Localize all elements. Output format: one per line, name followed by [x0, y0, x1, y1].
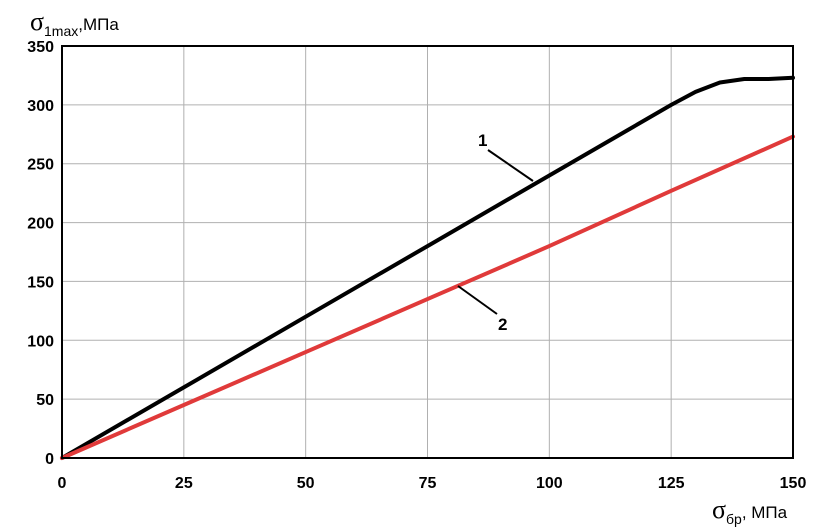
curve-label-leaders: [457, 149, 534, 315]
x-tick-label: 25: [175, 475, 193, 492]
series-group: [60, 75, 795, 460]
x-axis-title: σбр, МПа: [712, 495, 788, 527]
x-tick-label: 150: [780, 475, 807, 492]
curve-label-2: 2: [498, 315, 507, 334]
x-axis-unit: , МПа: [742, 503, 788, 522]
y-tick-label: 250: [27, 157, 54, 174]
x-tick-label: 50: [297, 475, 315, 492]
x-axis-ticks: 0 25 50 75 100 125 150: [58, 475, 807, 492]
x-axis-symbol: σ: [712, 495, 726, 524]
y-tick-label: 150: [27, 274, 54, 291]
y-tick-label: 350: [27, 39, 54, 56]
y-tick-label: 100: [27, 333, 54, 350]
y-tick-label: 50: [36, 392, 54, 409]
curve-label-1: 1: [478, 131, 487, 150]
series-line-1: [60, 75, 795, 460]
x-tick-label: 125: [658, 475, 685, 492]
leader-line-1: [487, 149, 534, 182]
series-line-2: [60, 134, 795, 460]
y-axis-title: σ1max,МПа: [30, 7, 119, 39]
x-tick-label: 0: [58, 475, 67, 492]
x-axis-subscript: бр: [726, 511, 742, 527]
y-tick-label: 200: [27, 216, 54, 233]
leader-line-2: [457, 285, 498, 315]
y-tick-label: 300: [27, 98, 54, 115]
y-tick-label: 0: [45, 451, 54, 468]
y-axis-ticks: 0 50 100 150 200 250 300 350: [27, 39, 54, 468]
y-axis-unit: ,МПа: [78, 15, 119, 34]
y-axis-subscript: 1max: [44, 23, 78, 39]
x-tick-label: 100: [536, 475, 563, 492]
x-tick-label: 75: [419, 475, 437, 492]
y-axis-symbol: σ: [30, 7, 44, 36]
plot-frame: [61, 45, 794, 459]
